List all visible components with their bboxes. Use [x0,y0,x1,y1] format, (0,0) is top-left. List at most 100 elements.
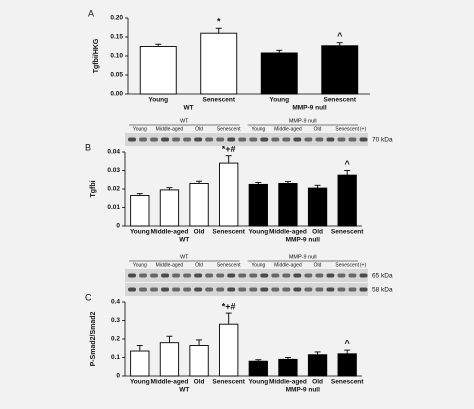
significance-mark: * [217,17,221,27]
blot-marker-label: 65 kDa [372,273,393,280]
blot-band [194,137,203,142]
group-label: MMP-9 null [286,237,320,244]
blot-band [315,137,324,142]
bar [278,182,298,227]
y-tick-label: 0.00 [110,91,123,98]
blot-band [150,273,159,278]
blot-band [238,287,247,292]
blot-lane-label: Middle-aged [156,126,184,132]
blot-band [183,137,192,142]
y-axis-label: Tgfbi/HKG [93,38,100,73]
blot-band [271,273,280,278]
blot-band [139,273,148,278]
bar [130,350,150,377]
blot-lane-label: Young [133,126,147,132]
blot-band [326,287,335,292]
blot-band [227,137,236,142]
y-tick-label: 0.20 [110,15,123,22]
blot-lane-label: Old [314,262,322,268]
blot-band [172,273,181,278]
x-tick-label: Senescent [212,229,245,236]
x-tick-label: Young [148,97,168,104]
blot-band [150,287,159,292]
blot-band [315,273,324,278]
blot-band [260,273,269,278]
y-tick-label: 0.10 [110,53,123,60]
y-tick-label: 0.04 [107,149,120,156]
y-tick-label: 0 [116,223,120,230]
blot-band [128,137,136,142]
blot-lane-label: Senescent [217,126,241,132]
bar [130,195,150,227]
x-tick-label: Senescent [323,97,356,104]
x-tick-label: Middle-aged [269,379,307,386]
blot-lane-label: Senescent [335,262,359,268]
blot-band [172,137,181,142]
x-tick-label: Senescent [331,229,364,236]
blot-band [249,273,258,278]
y-axis-label: Tgfbi [90,180,97,197]
blot-band [326,273,335,278]
bar [248,360,268,377]
blot-lane-label: Young [133,262,147,268]
blot-band [304,287,313,292]
blot-control-label: (+) [360,262,367,268]
blot-band [128,273,136,278]
blot-band [150,137,159,142]
blot-lane-label: Young [251,262,265,268]
blot-band [172,287,181,292]
group-label: MMP-9 null [292,105,326,112]
blot-lane-label: Old [195,262,203,268]
blot-band [227,287,236,292]
blot-strip [125,283,368,296]
blot-band [238,273,247,278]
x-tick-label: Old [194,229,205,236]
y-tick-label: 0.2 [111,336,120,343]
x-tick-label: Young [269,97,289,104]
blot-lane-label: Middle-aged [274,126,302,132]
x-tick-label: Old [194,379,205,386]
group-label: WT [183,105,193,112]
blot-lane-label: Middle-aged [156,262,184,268]
significance-mark: *+# [222,301,236,311]
blot-band [304,137,313,142]
blot-strip [125,269,368,282]
x-tick-label: Senescent [212,379,245,386]
blot-band [282,287,291,292]
blot-band [139,287,148,292]
bar [159,189,180,227]
blot-band [139,137,148,142]
x-tick-label: Young [248,229,268,236]
bar [260,52,298,95]
group-label: MMP-9 null [286,387,320,394]
blot-group-label: MMP-9 null [289,118,317,124]
blot-band [348,137,357,142]
blot-band [260,287,269,292]
blot-band [216,287,225,292]
y-tick-label: 0.1 [111,354,120,361]
x-tick-label: Senescent [202,97,235,104]
blot-lane-label: Senescent [217,262,241,268]
blot-lane-label: Senescent [335,126,359,132]
y-tick-label: 0.15 [110,34,123,41]
blot-band [194,273,203,278]
x-tick-label: Young [130,229,150,236]
blot-band [128,287,136,292]
blot-band [337,137,346,142]
y-axis-label: P-Smad2/Smad2 [90,311,97,366]
x-tick-label: Middle-aged [269,229,307,236]
group-label: WT [179,387,189,394]
blot-band [293,273,302,278]
panel-label: B [85,142,91,152]
blot-band [348,287,357,292]
blot-band [337,273,346,278]
x-tick-label: Middle-aged [150,229,188,236]
blot-band [227,273,236,278]
significance-mark: ^ [337,31,343,41]
blot-band [315,287,324,292]
bar [307,354,328,377]
blot-band [216,273,225,278]
bar [159,342,180,377]
blot-band [348,273,357,278]
blot-lane-label: Old [314,126,322,132]
